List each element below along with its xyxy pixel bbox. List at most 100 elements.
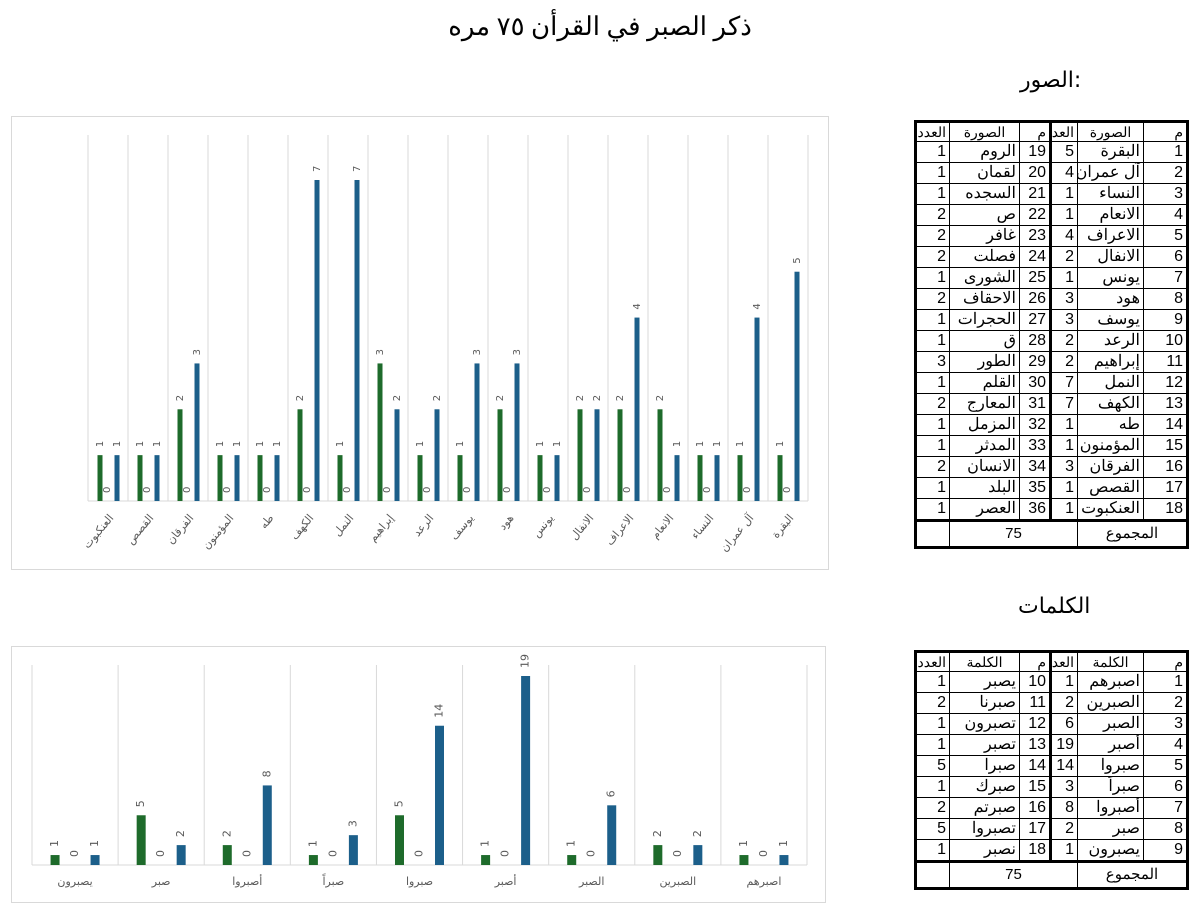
category-label: الانفال xyxy=(568,512,597,543)
data-label: 1 xyxy=(552,441,563,447)
row-index: 14 xyxy=(1143,414,1188,436)
row-count: 1 xyxy=(1049,839,1078,862)
data-label: 2 xyxy=(655,395,666,401)
category-label: الاعراف xyxy=(603,512,636,548)
bar-series-blue xyxy=(714,455,720,501)
row-name-2: المعارج xyxy=(949,393,1020,415)
row-name: يصبرون xyxy=(1077,839,1144,862)
row-index: 3 xyxy=(1143,183,1188,205)
row-count-2: 1 xyxy=(915,839,950,862)
category-label: صبر xyxy=(151,875,171,888)
data-label: 0 xyxy=(585,850,598,857)
bar-series-green xyxy=(777,455,783,501)
row-name: أصبروا xyxy=(1077,797,1144,819)
row-count: 1 xyxy=(1049,183,1078,205)
category-label: المؤمنون xyxy=(200,512,237,552)
data-label: 19 xyxy=(519,654,532,668)
row-count-2: 5 xyxy=(915,818,950,840)
data-label: 4 xyxy=(632,303,643,309)
row-index-2: 32 xyxy=(1019,414,1051,436)
bar-series-green xyxy=(297,409,303,501)
category-label: النساء xyxy=(688,512,716,542)
bar-series-blue xyxy=(435,725,444,865)
data-label: 0 xyxy=(462,487,473,493)
row-name: الانعام xyxy=(1077,204,1144,226)
header-name-2: الكلمة xyxy=(949,651,1020,672)
category-label: الانعام xyxy=(649,512,677,542)
data-label: 5 xyxy=(134,800,147,807)
data-label: 1 xyxy=(455,441,466,447)
row-index: 5 xyxy=(1143,225,1188,247)
bar-series-blue xyxy=(194,363,200,501)
category-label: يوسف xyxy=(448,512,477,543)
row-index-2: 26 xyxy=(1019,288,1051,310)
bar-series-green xyxy=(481,855,491,865)
row-name: الصبر xyxy=(1077,713,1144,735)
bar-series-green xyxy=(136,815,146,865)
data-label: 0 xyxy=(542,487,553,493)
row-count: 1 xyxy=(1049,204,1078,226)
row-count-2: 1 xyxy=(915,309,950,331)
total-label: المجموع xyxy=(1077,860,1188,889)
row-count-2: 1 xyxy=(915,477,950,499)
row-name: الكهف xyxy=(1077,393,1144,415)
row-name: يونس xyxy=(1077,267,1144,289)
row-index-2: 12 xyxy=(1019,713,1051,735)
row-count-2: 2 xyxy=(915,246,950,268)
row-count-2: 2 xyxy=(915,456,950,478)
data-label: 0 xyxy=(582,487,593,493)
row-count: 2 xyxy=(1049,692,1078,714)
table-row: 8 صبر 2 17 تصبروا 5 xyxy=(915,818,1188,840)
row-name-2: صبرك xyxy=(949,776,1020,798)
row-name: صبر xyxy=(1077,818,1144,840)
bar-series-blue xyxy=(607,805,617,865)
row-name: إبراهيم xyxy=(1077,351,1144,373)
row-index: 8 xyxy=(1143,818,1188,840)
header-name: الكلمة xyxy=(1077,651,1144,672)
data-label: 1 xyxy=(112,441,123,447)
row-name-2: يصبر xyxy=(949,671,1020,693)
word-table: م الكلمة العدد م الكلمة العدد 1اصبرهم110… xyxy=(914,650,1189,890)
data-label: 2 xyxy=(691,830,704,837)
data-label: 0 xyxy=(757,850,770,857)
bar-series-green xyxy=(395,815,404,865)
bar-series-green xyxy=(417,455,423,501)
category-label: يصبرون xyxy=(57,875,92,888)
bar-series-green xyxy=(617,409,623,501)
row-count-2: 1 xyxy=(915,141,950,163)
row-count: 1 xyxy=(1049,267,1078,289)
data-label: 1 xyxy=(306,840,319,847)
row-index-2: 10 xyxy=(1019,671,1051,693)
row-index-2: 28 xyxy=(1019,330,1051,352)
data-label: 2 xyxy=(220,830,233,837)
bar-series-green xyxy=(308,855,318,865)
row-name-2: المدثر xyxy=(949,435,1020,457)
data-label: 1 xyxy=(95,441,106,447)
data-label: 2 xyxy=(651,830,664,837)
row-count: 7 xyxy=(1049,372,1078,394)
row-count-2: 1 xyxy=(915,713,950,735)
data-label: 7 xyxy=(312,166,323,172)
data-label: 1 xyxy=(735,441,746,447)
row-name: آل عمران xyxy=(1077,162,1144,184)
data-label: 0 xyxy=(342,487,353,493)
data-label: 8 xyxy=(260,770,273,777)
header-index-2: م xyxy=(1019,121,1051,142)
data-label: 1 xyxy=(712,441,723,447)
row-count-2: 1 xyxy=(915,776,950,798)
row-index-2: 14 xyxy=(1019,755,1051,777)
surahs-heading: الصور: xyxy=(1020,68,1082,93)
row-index-2: 29 xyxy=(1019,351,1051,373)
row-index: 6 xyxy=(1143,246,1188,268)
row-count: 3 xyxy=(1049,288,1078,310)
row-count: 3 xyxy=(1049,776,1078,798)
data-label: 1 xyxy=(672,441,683,447)
row-count-2: 2 xyxy=(915,288,950,310)
row-name: أصبر xyxy=(1077,734,1144,756)
row-index: 17 xyxy=(1143,477,1188,499)
row-name-2: صبرتم xyxy=(949,797,1020,819)
table-row: 17 القصص 1 35 البلد 1 xyxy=(915,477,1188,499)
row-count: 2 xyxy=(1049,818,1078,840)
data-label: 1 xyxy=(479,840,492,847)
row-name-2: فصلت xyxy=(949,246,1020,268)
